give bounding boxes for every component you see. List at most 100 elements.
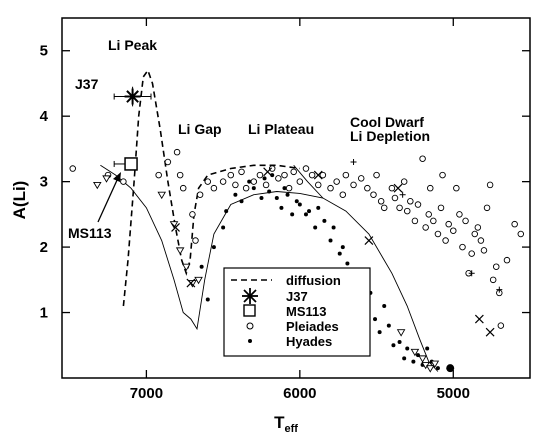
data-point-pleiades (377, 198, 385, 205)
x-stroke (474, 314, 484, 324)
y-axis-title: A(Li) (10, 181, 29, 220)
x-axis-title-sub: eff (284, 423, 298, 435)
legend: diffusion J37 MS113 Pleiades Hyades (223, 267, 371, 357)
data-point-hyades (391, 343, 396, 348)
annotation-cool-dwarf-line2: Li Depletion (350, 128, 430, 144)
data-point-pleiades (486, 181, 494, 189)
data-point-hyades (262, 176, 267, 181)
data-point-pleiades (69, 165, 76, 172)
data-point-pleiades (407, 198, 414, 205)
data-point-pleiades (370, 191, 377, 198)
data-point-open-triangle (175, 247, 185, 255)
data-point-cross (485, 327, 495, 337)
data-point-hyades (267, 189, 272, 194)
annotation-cool-dwarf-line1: Cool Dwarf (350, 114, 424, 130)
data-point-pleiades (477, 237, 485, 244)
data-point-hyades (373, 317, 378, 322)
data-point-hyades (211, 245, 216, 250)
x-stroke (364, 236, 374, 245)
plot-frame (61, 17, 531, 379)
data-point-pleiades (456, 211, 463, 218)
data-point-hyades (402, 356, 407, 361)
data-point-pleiades (176, 171, 184, 179)
data-point-pleiades (422, 224, 429, 231)
x-tick-label: 5000 (437, 385, 470, 402)
data-point-pleiades (242, 184, 250, 192)
data-point-pleiades (511, 220, 518, 228)
data-point-pleiades (373, 171, 380, 179)
x-axis-title-main: T (274, 413, 285, 432)
data-point-pleiades (189, 211, 196, 218)
legend-swatch-pleiades (246, 322, 254, 330)
legend-label-hyades: Hyades (286, 334, 332, 349)
data-point-pleiades (268, 165, 276, 172)
asterisk-stroke (126, 90, 139, 103)
data-point-hyades (282, 186, 287, 191)
data-point-pleiades (453, 184, 460, 192)
data-point-hyades (425, 346, 430, 351)
data-point-hyades (307, 209, 312, 214)
data-point-hyades (274, 196, 279, 200)
legend-label-j37: J37 (286, 289, 308, 304)
x-tick-label: 6000 (283, 385, 316, 402)
x-tick-label: 7000 (130, 385, 163, 402)
data-point-pleiades (120, 178, 127, 185)
y-tick-label: 4 (40, 108, 49, 125)
data-point-pleiades (445, 220, 452, 228)
data-point-hyades (382, 304, 387, 308)
data-point-cross (263, 167, 273, 177)
data-point-hyades (386, 323, 391, 328)
x-stroke (393, 183, 403, 193)
data-point-hyades (397, 340, 402, 344)
annotation-arrow (97, 177, 119, 223)
data-point-hyades (251, 186, 256, 191)
data-point-pleiades (219, 178, 227, 185)
marker-layer (69, 86, 525, 373)
data-point-hyades (331, 225, 336, 230)
data-point-hyades (279, 205, 284, 210)
data-point-open-triangle (194, 276, 203, 285)
data-point-hyades (239, 199, 244, 204)
x-stroke (485, 327, 495, 337)
data-point-pleiades (517, 230, 525, 238)
data-point-hyades (337, 251, 342, 256)
y-tick-label: 5 (40, 43, 48, 60)
data-point-pleiades (403, 207, 411, 215)
data-point-pleiades (388, 184, 396, 192)
data-point-pleiades (425, 211, 432, 218)
data-point-pleiades (468, 250, 475, 257)
series-line-model-2 (293, 165, 324, 199)
data-point-hyades (313, 225, 318, 230)
data-point-pleiades (227, 171, 235, 179)
data-point-cross (393, 183, 403, 193)
data-point-open-triangle (182, 263, 191, 272)
data-point-pleiades (210, 184, 218, 192)
data-point-pleiades (308, 171, 316, 179)
data-point-pleiades (238, 168, 245, 176)
data-point-pleiades (179, 184, 187, 192)
annotation-li-gap: Li Gap (178, 121, 222, 137)
data-point-pleiades (459, 243, 466, 251)
data-point-pleiades (437, 204, 445, 212)
data-point-ms113 (124, 157, 138, 171)
data-point-j37 (113, 86, 152, 107)
data-point-pleiades (419, 155, 426, 162)
data-point-pleiades (439, 171, 446, 179)
data-point-hyades (345, 261, 350, 266)
series-line-diffusion (122, 68, 300, 307)
data-point-pleiades (281, 171, 288, 179)
data-point-plus (468, 270, 475, 277)
data-point-pleiades (327, 184, 334, 192)
y-tick-label: 1 (40, 305, 48, 322)
data-point-pleiades (483, 204, 491, 212)
curve-layer (100, 68, 439, 372)
data-point-pleiades (450, 227, 457, 234)
data-point-pleiades (192, 237, 199, 244)
data-point-hyades (233, 192, 238, 197)
annotation-ms113: MS113 (68, 225, 112, 241)
legend-swatch-ms113 (243, 304, 256, 317)
data-point-open-triangle (93, 181, 102, 190)
data-point-pleiades (357, 175, 365, 182)
y-tick-label: 2 (40, 239, 48, 256)
data-point-open-triangle (102, 175, 111, 183)
